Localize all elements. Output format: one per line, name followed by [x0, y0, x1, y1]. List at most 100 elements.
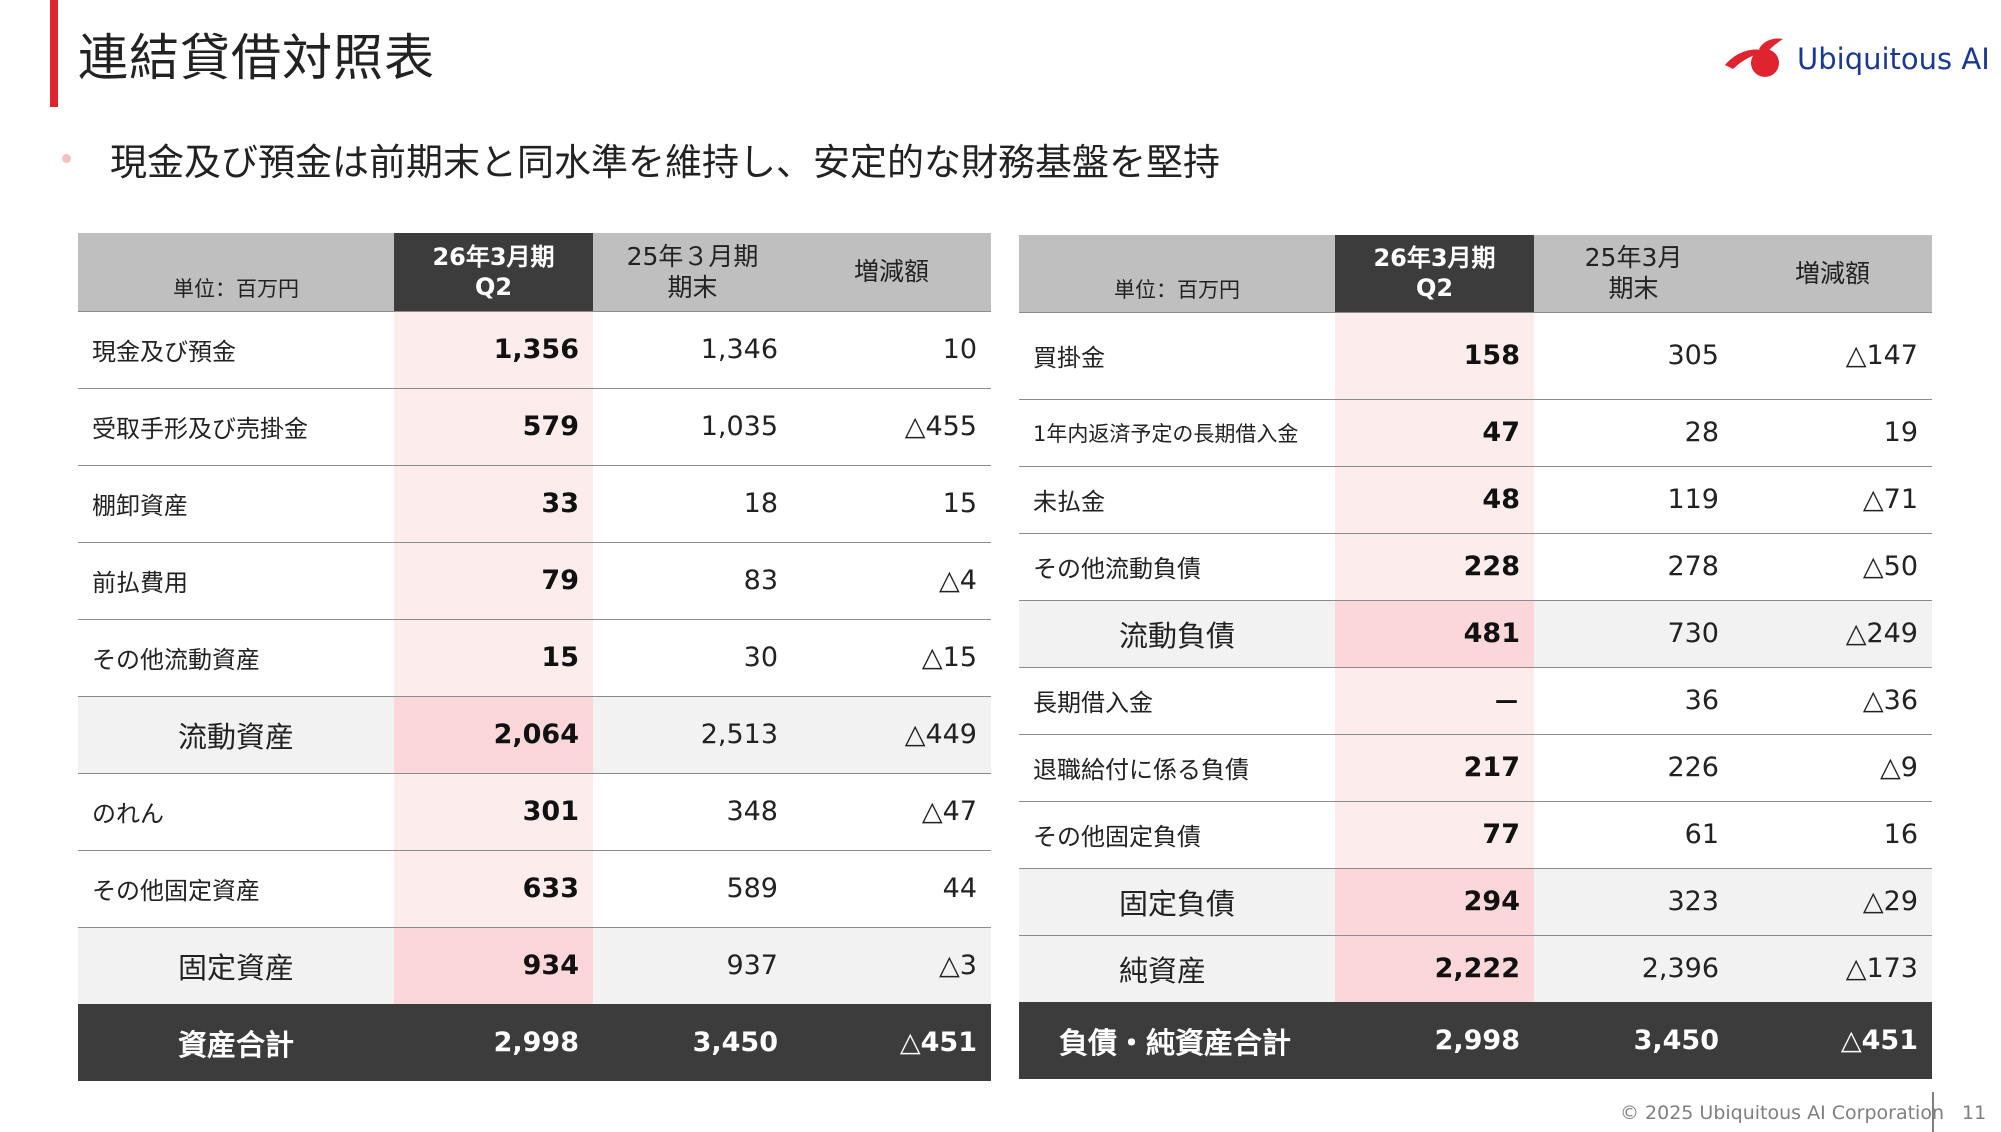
- total-row: 資産合計 2,998 3,450 △451: [78, 1003, 991, 1081]
- change-value: 16: [1733, 800, 1932, 868]
- change-value: △47: [792, 772, 991, 850]
- prior-value: 119: [1534, 465, 1733, 533]
- current-period-line1: 26年3月期: [1373, 244, 1496, 273]
- prior-period-line1: 25年３月期: [626, 241, 759, 271]
- subtotal-row: 流動負債 481 730 △249: [1019, 599, 1932, 667]
- subtotal-row: 流動資産 2,064 2,513 △449: [78, 695, 991, 773]
- current-period-header: 26年3月期 Q2: [1335, 235, 1534, 312]
- table-row: 長期借入金 － 36 △36: [1019, 666, 1932, 734]
- change-value: △455: [792, 387, 991, 465]
- change-value: △15: [792, 618, 991, 696]
- change-value: △451: [792, 1003, 991, 1081]
- table-row: その他固定負債 77 61 16: [1019, 800, 1932, 868]
- prior-value: 226: [1534, 733, 1733, 801]
- current-value: 579: [394, 387, 593, 465]
- row-label: 退職給付に係る負債: [1019, 733, 1335, 801]
- current-value: 48: [1335, 465, 1534, 533]
- prior-period-header: 25年3月 期末: [1534, 235, 1733, 312]
- current-value: 481: [1335, 599, 1534, 667]
- change-value: △29: [1733, 867, 1932, 935]
- current-value: －: [1335, 666, 1534, 734]
- row-label: その他流動負債: [1019, 532, 1335, 600]
- table-row: 退職給付に係る負債 217 226 △9: [1019, 733, 1932, 801]
- change-value: △50: [1733, 532, 1932, 600]
- change-value: △9: [1733, 733, 1932, 801]
- current-value: 77: [1335, 800, 1534, 868]
- table-row: 未払金 48 119 △71: [1019, 465, 1932, 533]
- prior-value: 1,035: [593, 387, 792, 465]
- current-value: 228: [1335, 532, 1534, 600]
- current-value: 294: [1335, 867, 1534, 935]
- current-value: 301: [394, 772, 593, 850]
- row-label: 受取手形及び売掛金: [78, 387, 394, 465]
- row-label: その他固定資産: [78, 849, 394, 927]
- logo-text: Ubiquitous AI: [1797, 42, 1990, 76]
- prior-value: 1,346: [593, 310, 792, 388]
- total-row: 負債・純資産合計 2,998 3,450 △451: [1019, 1001, 1932, 1079]
- bullet-dot: [62, 154, 71, 163]
- prior-period-line2: 期末: [667, 272, 718, 302]
- current-value: 2,998: [394, 1003, 593, 1081]
- current-value: 2,064: [394, 695, 593, 773]
- unit-label: 単位：百万円: [1019, 235, 1335, 312]
- table-row: 現金及び預金 1,356 1,346 10: [78, 310, 991, 388]
- title-accent-bar: [50, 0, 58, 107]
- change-value: △3: [792, 926, 991, 1004]
- liabilities-table: 単位：百万円 26年3月期 Q2 25年3月 期末 増減額 買掛金 158 30…: [1019, 235, 1932, 1079]
- table-row: 前払費用 79 83 △4: [78, 541, 991, 619]
- prior-value: 730: [1534, 599, 1733, 667]
- prior-value: 28: [1534, 398, 1733, 466]
- prior-value: 30: [593, 618, 792, 696]
- table-row: 棚卸資産 33 18 15: [78, 464, 991, 542]
- table-row: 受取手形及び売掛金 579 1,035 △455: [78, 387, 991, 465]
- prior-value: 323: [1534, 867, 1733, 935]
- row-label: 流動負債: [1019, 599, 1335, 667]
- row-label: その他固定負債: [1019, 800, 1335, 868]
- change-value: △249: [1733, 599, 1932, 667]
- current-period-line2: Q2: [474, 272, 513, 301]
- prior-value: 83: [593, 541, 792, 619]
- table-row: その他流動資産 15 30 △15: [78, 618, 991, 696]
- row-label: 長期借入金: [1019, 666, 1335, 734]
- current-period-line1: 26年3月期: [432, 242, 555, 271]
- row-label: 現金及び預金: [78, 310, 394, 388]
- row-label: のれん: [78, 772, 394, 850]
- assets-table: 単位：百万円 26年3月期 Q2 25年３月期 期末 増減額 現金及び預金 1,…: [78, 233, 991, 1081]
- change-value: △36: [1733, 666, 1932, 734]
- row-label: 1年内返済予定の長期借入金: [1019, 398, 1335, 466]
- row-label: 固定資産: [78, 926, 394, 1004]
- copyright-text: © 2025 Ubiquitous AI Corporation: [1620, 1102, 1944, 1124]
- prior-value: 278: [1534, 532, 1733, 600]
- current-period-line2: Q2: [1415, 274, 1454, 303]
- page-number: 11: [1962, 1102, 1987, 1124]
- current-value: 79: [394, 541, 593, 619]
- company-logo: Ubiquitous AI: [1723, 34, 1990, 84]
- change-value: △451: [1733, 1001, 1932, 1079]
- current-value: 2,998: [1335, 1001, 1534, 1079]
- row-label: 買掛金: [1019, 311, 1335, 399]
- prior-period-line2: 期末: [1608, 274, 1659, 304]
- prior-value: 3,450: [593, 1003, 792, 1081]
- table-row: 1年内返済予定の長期借入金 47 28 19: [1019, 398, 1932, 466]
- prior-period-header: 25年３月期 期末: [593, 233, 792, 311]
- page-title: 連結貸借対照表: [78, 29, 435, 87]
- prior-period-line1: 25年3月: [1584, 243, 1683, 272]
- row-label: 負債・純資産合計: [1019, 1001, 1335, 1079]
- current-value: 158: [1335, 311, 1534, 399]
- current-value: 1,356: [394, 310, 593, 388]
- prior-value: 18: [593, 464, 792, 542]
- prior-value: 937: [593, 926, 792, 1004]
- change-value: △449: [792, 695, 991, 773]
- row-label: その他流動資産: [78, 618, 394, 696]
- current-value: 2,222: [1335, 934, 1534, 1002]
- current-value: 33: [394, 464, 593, 542]
- current-value: 47: [1335, 398, 1534, 466]
- table-row: 買掛金 158 305 △147: [1019, 311, 1932, 399]
- row-label: 未払金: [1019, 465, 1335, 533]
- change-value: △4: [792, 541, 991, 619]
- unit-label: 単位：百万円: [78, 233, 394, 311]
- prior-value: 2,513: [593, 695, 792, 773]
- change-value: 19: [1733, 398, 1932, 466]
- change-value: 15: [792, 464, 991, 542]
- current-period-header: 26年3月期 Q2: [394, 233, 593, 311]
